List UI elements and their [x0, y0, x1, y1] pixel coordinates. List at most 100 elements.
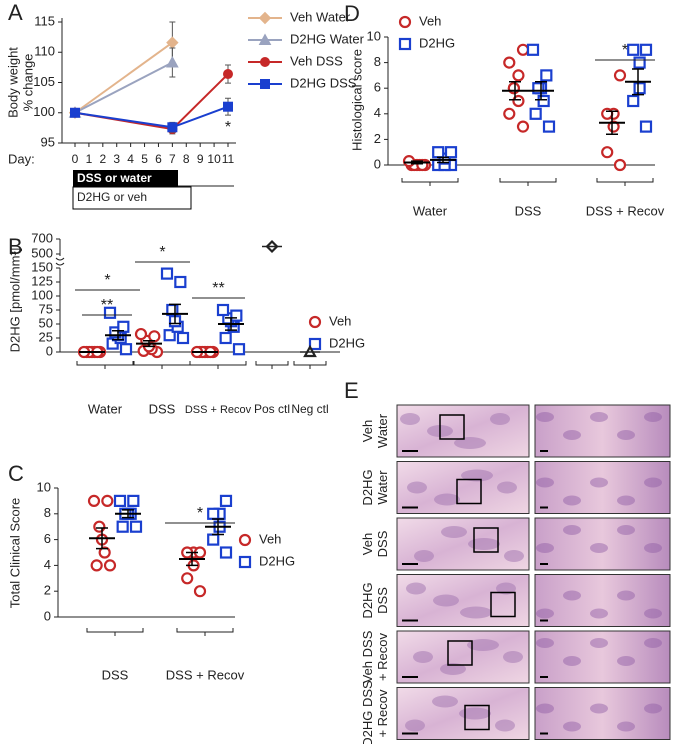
- marker: [503, 107, 516, 120]
- category-brace: [76, 361, 134, 369]
- marker: [607, 120, 620, 133]
- marker: [223, 101, 233, 112]
- category-brace: [133, 361, 191, 369]
- tissue: [496, 582, 516, 595]
- x-tick-label: DSS + Recov: [166, 667, 245, 682]
- tissue: [461, 469, 493, 482]
- marker: [613, 69, 627, 82]
- panel-letter: A: [8, 0, 23, 25]
- significance-label: **: [212, 280, 224, 297]
- marker: [216, 303, 230, 317]
- tissue: [490, 413, 510, 425]
- tissue: [460, 606, 492, 619]
- x-tick-label: 11: [222, 152, 235, 166]
- sem-bar: [169, 303, 181, 325]
- legend-marker: [238, 533, 252, 547]
- marker: [90, 559, 103, 572]
- tissue: [590, 703, 608, 714]
- tissue: [617, 495, 635, 506]
- tissue: [644, 703, 662, 714]
- axis-break: [55, 257, 65, 266]
- series-line: [74, 105, 229, 129]
- x-tick-label: 7: [169, 152, 176, 166]
- tissue: [563, 656, 581, 666]
- tissue: [467, 639, 499, 651]
- y-tick-label: 10: [37, 479, 51, 494]
- category-brace: [401, 178, 459, 186]
- y-tick-label: 25: [39, 329, 53, 344]
- tissue: [617, 656, 635, 666]
- marker: [87, 494, 101, 507]
- tissue: [536, 608, 554, 619]
- y-tick-label: 105: [33, 74, 55, 89]
- x-tick-label: 2: [99, 152, 106, 166]
- x-tick-label: 8: [183, 152, 190, 166]
- histology-zoom: [534, 630, 671, 684]
- panel-letter: E: [344, 378, 359, 403]
- x-tick-label: Water: [88, 401, 123, 416]
- series-line: [74, 61, 173, 114]
- y-tick-label: 150: [31, 259, 53, 274]
- sem-bar: [632, 68, 644, 96]
- marker: [148, 330, 161, 343]
- tissue: [563, 430, 581, 440]
- x-tick-label: 9: [197, 152, 204, 166]
- x-tick-label: 3: [113, 152, 120, 166]
- marker: [438, 152, 451, 165]
- sem-bar: [509, 81, 521, 101]
- marker: [627, 94, 640, 108]
- x-tick-label: 6: [155, 152, 162, 166]
- tissue: [414, 550, 434, 562]
- y-tick-label: 6: [374, 80, 381, 95]
- category-brace: [293, 361, 327, 369]
- row-label: + Recov: [375, 632, 390, 681]
- category-brace: [596, 178, 654, 186]
- y-tick-label: 700: [31, 230, 53, 245]
- x-tick-label: DSS: [149, 401, 176, 416]
- y-tick-label: 100: [31, 287, 53, 302]
- sem-bar: [411, 160, 423, 165]
- marker: [219, 331, 232, 345]
- x-tick-label: DSS + Recov: [185, 404, 252, 416]
- marker: [432, 146, 445, 159]
- histology-zoom: [534, 574, 671, 627]
- treatment-label: D2HG or veh: [77, 190, 147, 204]
- tissue: [590, 638, 608, 648]
- y-axis-label: Body weight: [5, 47, 20, 118]
- y-axis-label: % change: [20, 54, 35, 112]
- tissue: [536, 638, 554, 648]
- tissue: [644, 412, 662, 422]
- tissue: [563, 495, 581, 506]
- y-tick-label: 100: [33, 104, 55, 119]
- category-brace: [86, 628, 144, 636]
- tissue: [495, 719, 515, 732]
- sem-bar: [606, 110, 618, 136]
- legend-label: Veh: [329, 313, 351, 328]
- tissue: [407, 481, 427, 494]
- significance-label: *: [197, 505, 203, 522]
- tissue: [433, 594, 459, 607]
- marker: [230, 309, 243, 322]
- sem-bar: [212, 518, 224, 536]
- marker: [232, 343, 246, 356]
- y-axis-label: D2HG [pmol/mm³]: [7, 248, 22, 353]
- legend-label: Veh DSS: [290, 53, 343, 68]
- histology-zoom: [534, 687, 671, 740]
- y-tick-label: 115: [34, 13, 55, 28]
- x-tick-label: 10: [207, 152, 221, 166]
- tissue: [617, 430, 635, 440]
- tissue: [459, 707, 491, 720]
- marker: [116, 520, 129, 533]
- marker: [127, 494, 140, 507]
- category-brace: [499, 178, 557, 186]
- tissue: [590, 543, 608, 553]
- y-tick-label: 50: [39, 315, 53, 330]
- zoom-box: [490, 591, 516, 618]
- sem-bar: [96, 527, 108, 550]
- marker: [101, 494, 114, 507]
- tissue: [563, 721, 581, 732]
- x-tick-label: Pos ctl: [254, 402, 290, 416]
- sem-bar: [112, 329, 124, 341]
- row-label: DSS: [375, 530, 390, 557]
